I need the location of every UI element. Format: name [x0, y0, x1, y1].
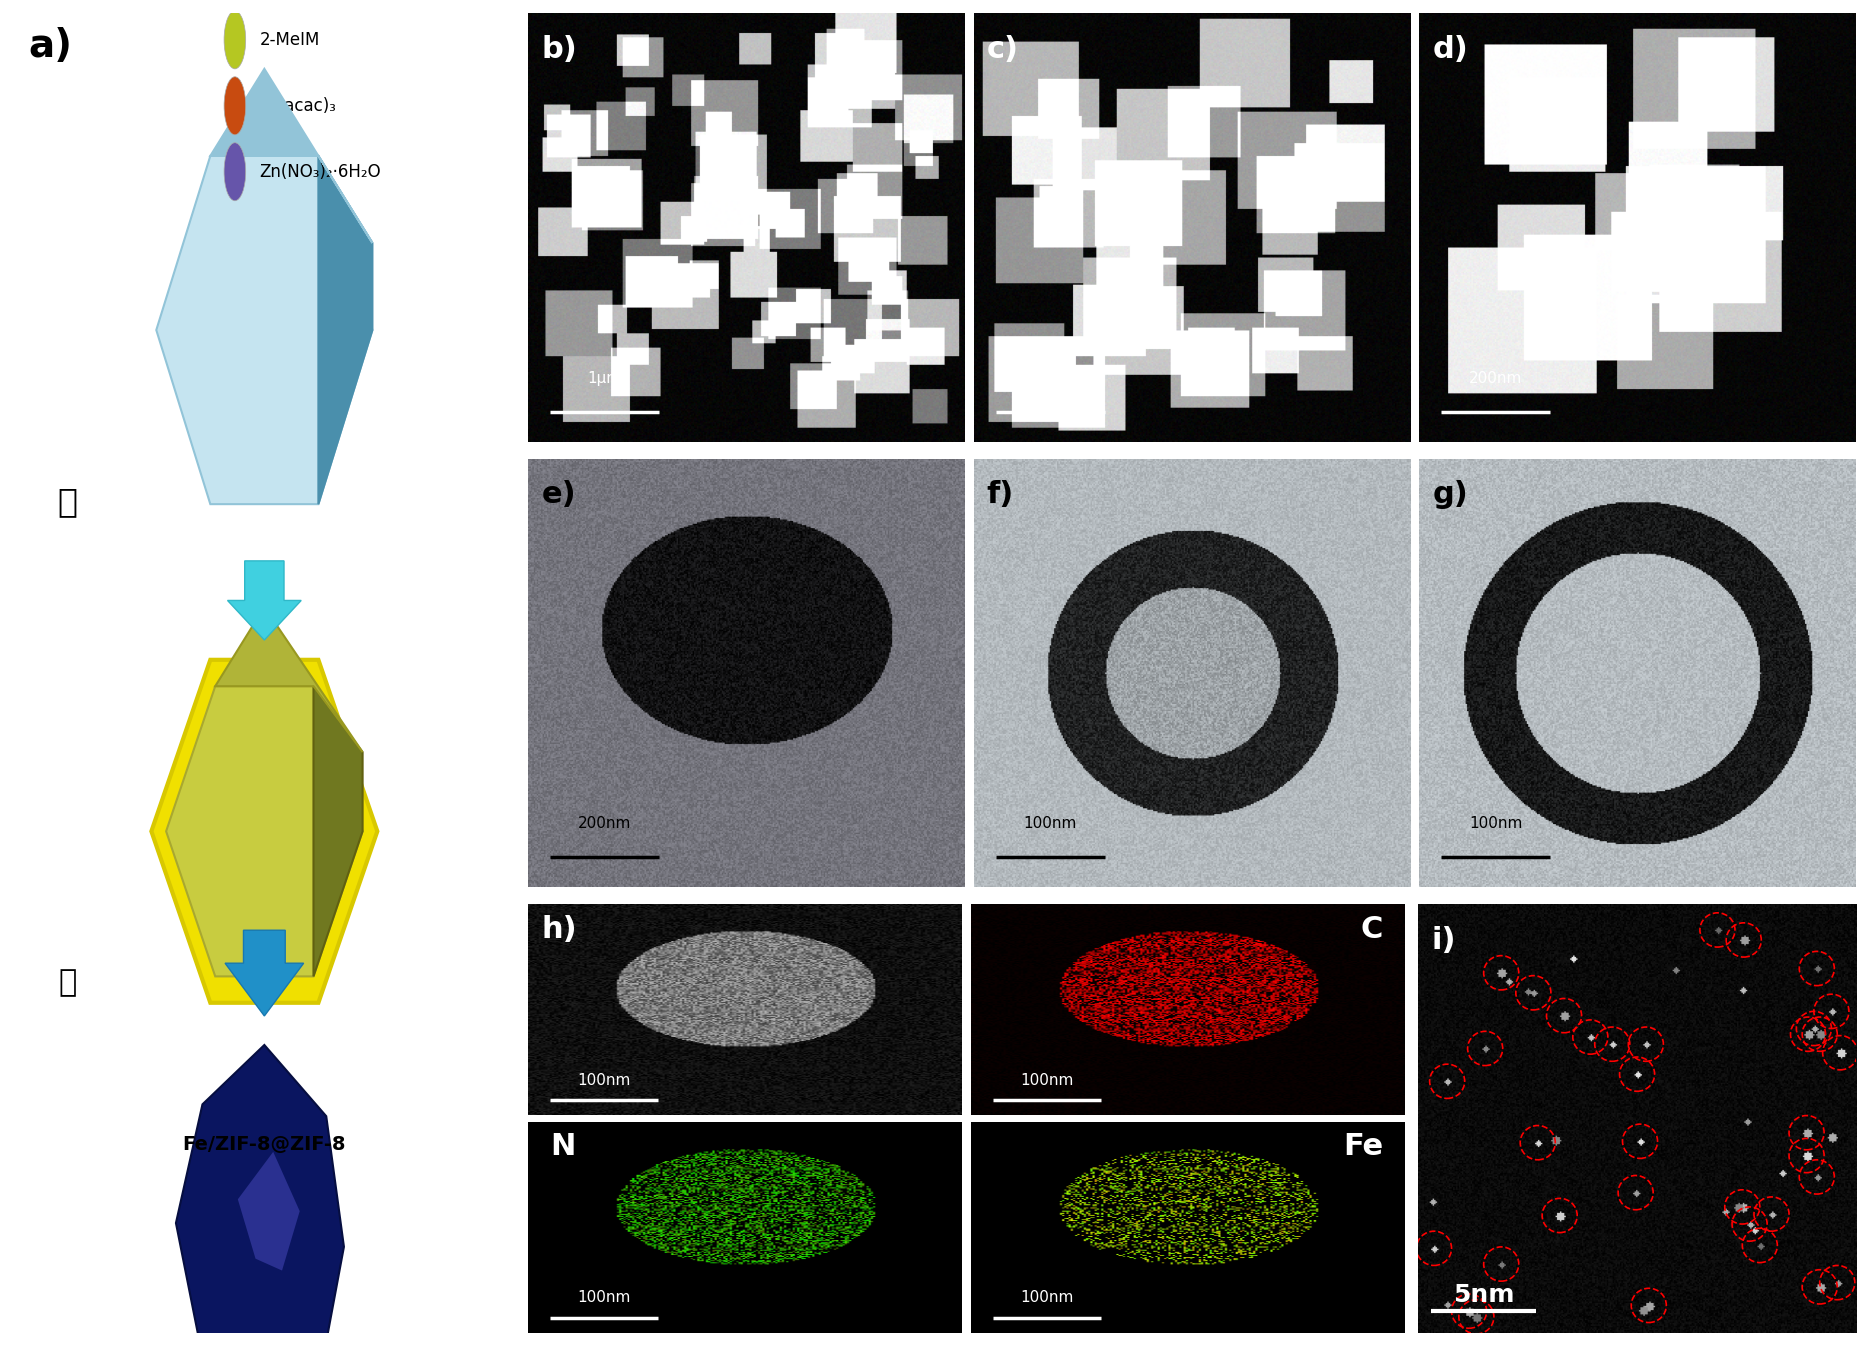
Text: b): b)	[542, 35, 578, 63]
Text: 100nm: 100nm	[578, 1073, 630, 1088]
Text: 100nm: 100nm	[1024, 817, 1076, 832]
Text: N: N	[549, 1132, 576, 1162]
Text: Fe: Fe	[1342, 1132, 1384, 1162]
Text: 100nm: 100nm	[1470, 817, 1522, 832]
Polygon shape	[216, 607, 362, 752]
Text: g): g)	[1432, 481, 1468, 509]
Text: d): d)	[1432, 35, 1468, 63]
Polygon shape	[156, 156, 373, 505]
Polygon shape	[319, 156, 373, 505]
Polygon shape	[167, 686, 362, 976]
Text: 100nm: 100nm	[578, 1289, 630, 1306]
Text: Zn(NO₃)₂·6H₂O: Zn(NO₃)₂·6H₂O	[259, 163, 381, 180]
Text: ZIF-8: ZIF-8	[229, 660, 300, 684]
Text: h): h)	[542, 915, 578, 944]
Text: C: C	[1361, 915, 1384, 944]
Text: a): a)	[28, 27, 73, 65]
Text: 1μm: 1μm	[587, 371, 622, 386]
Polygon shape	[176, 1044, 343, 1346]
Circle shape	[225, 143, 246, 201]
Text: 2-MeIM: 2-MeIM	[259, 31, 321, 48]
Polygon shape	[152, 660, 377, 1003]
Text: Fe(acac)₃: Fe(acac)₃	[259, 97, 336, 114]
Text: 100nm: 100nm	[1020, 1289, 1074, 1306]
Polygon shape	[313, 686, 362, 976]
FancyArrow shape	[225, 930, 304, 1016]
Polygon shape	[238, 1152, 300, 1271]
Text: e): e)	[542, 481, 576, 509]
Text: 5nm: 5nm	[1453, 1283, 1515, 1307]
Circle shape	[225, 11, 246, 69]
Text: Fe/ZIF-8@ZIF-8: Fe/ZIF-8@ZIF-8	[182, 1135, 347, 1154]
Text: 200nm: 200nm	[1470, 371, 1522, 386]
Text: 💉: 💉	[58, 969, 77, 997]
Text: i): i)	[1431, 926, 1455, 954]
Text: c): c)	[986, 35, 1018, 63]
Text: 🧪: 🧪	[58, 485, 79, 518]
Polygon shape	[210, 69, 373, 244]
Text: f): f)	[986, 481, 1014, 509]
FancyArrow shape	[227, 561, 302, 641]
Text: 200nm: 200nm	[578, 817, 632, 832]
Text: 500nm: 500nm	[1024, 371, 1076, 386]
Text: 100nm: 100nm	[1020, 1073, 1074, 1088]
Circle shape	[225, 77, 246, 135]
